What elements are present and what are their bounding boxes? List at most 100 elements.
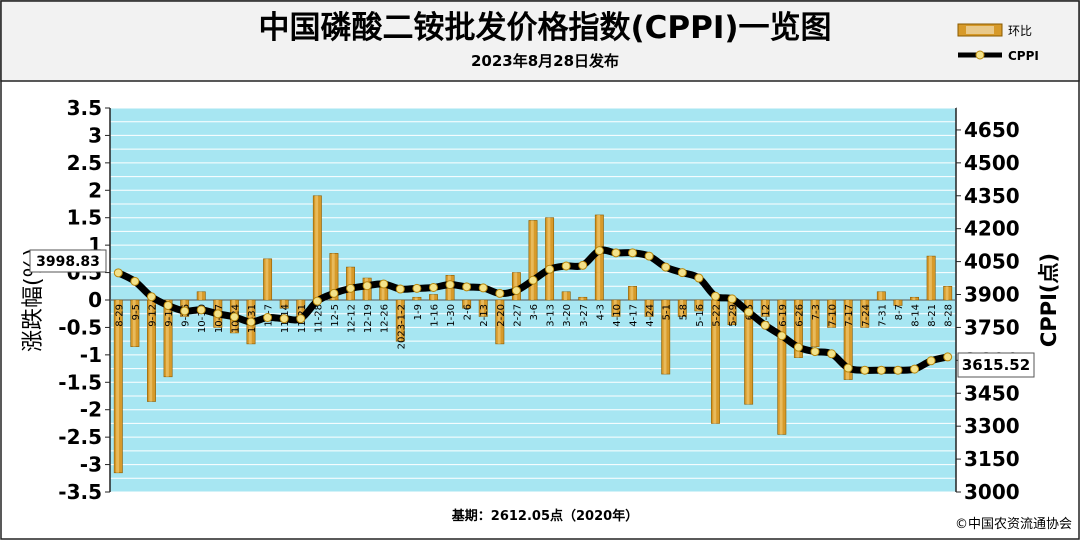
- bar-highlight: [663, 300, 667, 375]
- legend-marker: [975, 50, 985, 60]
- bar-highlight: [381, 286, 385, 300]
- left-tick-label: 1.5: [67, 206, 102, 230]
- bar-highlight: [497, 300, 501, 344]
- cppi-point-7-17: [843, 363, 853, 373]
- x-tick-label: 12-5: [330, 304, 341, 327]
- cppi-point-6-19: [777, 331, 787, 341]
- x-tick-label: 12-19: [363, 304, 374, 333]
- cppi-point-7-10: [827, 349, 837, 359]
- cppi-point-12-12: [346, 283, 356, 293]
- cppi-point-11-21: [296, 314, 306, 324]
- cppi-point-10-24: [229, 312, 239, 322]
- bar-highlight: [298, 300, 302, 320]
- x-tick-label: 2-27: [512, 304, 523, 327]
- x-tick-label: 1-30: [446, 304, 457, 327]
- bar-highlight: [315, 195, 319, 300]
- cppi-point-7-31: [876, 365, 886, 375]
- cppi-point-6-26: [793, 342, 803, 352]
- x-tick-label: 6-12: [761, 304, 772, 327]
- bar-highlight: [945, 286, 949, 300]
- left-tick-label: -3.5: [58, 480, 102, 504]
- cppi-point-9-12: [146, 292, 156, 302]
- cppi-point-3-20: [561, 261, 571, 271]
- left-tick-label: -3: [80, 453, 102, 477]
- bar-highlight: [879, 291, 883, 300]
- cppi-point-1-9: [412, 283, 422, 293]
- bar-highlight: [680, 300, 684, 317]
- cppi-point-9-26: [180, 306, 190, 316]
- cppi-point-9-5: [130, 276, 140, 286]
- cppi-point-8-28: [943, 352, 953, 362]
- right-tick-label: 3000: [964, 480, 1020, 504]
- bar-highlight: [282, 300, 285, 309]
- bar-highlight: [928, 256, 932, 300]
- bar-highlight: [729, 300, 733, 325]
- left-tick-label: 0: [88, 288, 102, 312]
- right-tick-label: 3750: [964, 315, 1020, 339]
- x-tick-label: 5-22: [711, 304, 722, 327]
- x-tick-label: 12-26: [380, 304, 391, 333]
- bar-highlight: [199, 291, 202, 300]
- cppi-point-10-17: [213, 309, 223, 319]
- x-tick-label: 4-24: [645, 304, 656, 327]
- bar-highlight: [530, 220, 534, 300]
- bar-highlight: [116, 300, 120, 473]
- bar-highlight: [348, 267, 352, 300]
- header-box: [0, 0, 1080, 82]
- x-tick-label: 6-19: [778, 304, 789, 327]
- x-tick-label: 7-3: [811, 304, 822, 320]
- legend-line-label: CPPI: [1008, 49, 1039, 63]
- bar-highlight: [547, 217, 551, 300]
- x-tick-label: 4-3: [595, 304, 606, 320]
- bar-highlight: [431, 294, 435, 300]
- start-callout-box: [29, 249, 107, 273]
- x-tick-label: 5-8: [678, 304, 689, 320]
- cppi-point-6-12: [760, 320, 770, 330]
- x-tick-label: 6-26: [794, 304, 805, 327]
- cppi-point-1-30: [445, 280, 455, 290]
- bar-highlight: [613, 300, 617, 317]
- x-tick-label: 12-12: [347, 304, 358, 333]
- bar-highlight: [149, 300, 153, 402]
- bar-highlight: [580, 297, 584, 300]
- x-tick-label: 8-7: [894, 304, 905, 320]
- left-tick-label: -0.5: [58, 315, 102, 339]
- bar-highlight: [912, 297, 916, 300]
- x-tick-label: 7-24: [861, 304, 872, 327]
- right-tick-label: 3300: [964, 414, 1020, 438]
- x-tick-label: 3-20: [562, 304, 573, 327]
- start-value-callout: 3998.83: [29, 249, 107, 273]
- x-tick-label: 9-19: [164, 304, 175, 327]
- x-tick-label: 11-28: [313, 304, 324, 333]
- cppi-point-8-7: [893, 365, 903, 375]
- x-tick-label: 5-1: [662, 304, 673, 320]
- line-series: [113, 246, 953, 375]
- cppi-point-1-16: [428, 282, 438, 292]
- cppi-point-4-10: [611, 248, 621, 258]
- bar-highlight: [779, 300, 783, 435]
- right-tick-label: 4200: [964, 217, 1020, 241]
- cppi-point-8-14: [910, 364, 920, 374]
- x-tick-label: 4-10: [612, 304, 623, 327]
- end-callout-box: [957, 352, 1035, 378]
- bar-highlight: [713, 300, 717, 424]
- cppi-point-11-14: [279, 314, 289, 324]
- x-tick-label: 7-17: [844, 304, 855, 327]
- bar-highlight: [414, 297, 418, 300]
- right-tick-label: 4050: [964, 250, 1020, 274]
- left-tick-label: -2.5: [58, 425, 102, 449]
- bar-highlight: [464, 300, 468, 309]
- x-tick-label: 2-20: [496, 304, 507, 327]
- cppi-point-5-22: [710, 291, 720, 301]
- cppi-point-11-28: [312, 296, 322, 306]
- bar-highlight: [331, 253, 335, 300]
- left-tick-label: 2: [88, 178, 102, 202]
- right-tick-label: 4650: [964, 118, 1020, 142]
- bar-highlight: [630, 286, 634, 300]
- x-tick-label: 2-6: [463, 304, 474, 320]
- cppi-point-2-27: [511, 286, 521, 296]
- cppi-point-7-3: [810, 347, 820, 357]
- cppi-point-2-6: [462, 282, 472, 292]
- bar-highlight: [862, 300, 866, 328]
